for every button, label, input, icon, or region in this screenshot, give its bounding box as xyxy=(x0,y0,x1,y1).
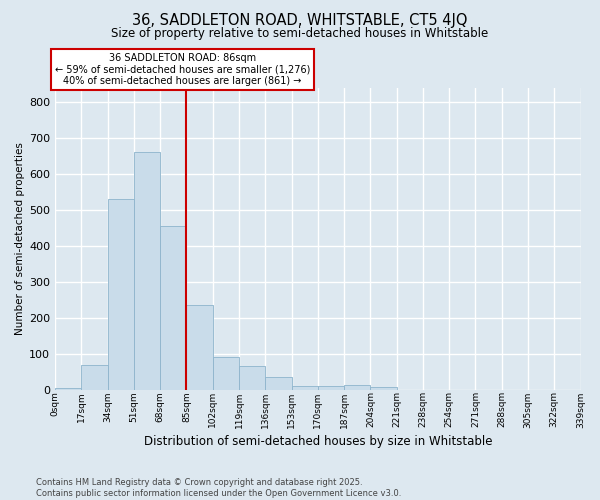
X-axis label: Distribution of semi-detached houses by size in Whitstable: Distribution of semi-detached houses by … xyxy=(143,434,492,448)
Text: Contains HM Land Registry data © Crown copyright and database right 2025.
Contai: Contains HM Land Registry data © Crown c… xyxy=(36,478,401,498)
Bar xyxy=(160,226,187,390)
Bar xyxy=(82,364,107,390)
Bar xyxy=(344,385,370,390)
Text: Size of property relative to semi-detached houses in Whitstable: Size of property relative to semi-detach… xyxy=(112,28,488,40)
Y-axis label: Number of semi-detached properties: Number of semi-detached properties xyxy=(15,142,25,335)
Bar xyxy=(107,199,134,390)
Text: 36 SADDLETON ROAD: 86sqm
← 59% of semi-detached houses are smaller (1,276)
40% o: 36 SADDLETON ROAD: 86sqm ← 59% of semi-d… xyxy=(55,53,310,86)
Bar xyxy=(213,358,239,390)
Bar xyxy=(265,377,292,390)
Bar xyxy=(134,152,160,390)
Bar xyxy=(239,366,265,390)
Bar xyxy=(55,388,82,390)
Bar xyxy=(370,388,397,390)
Bar xyxy=(187,306,213,390)
Bar xyxy=(292,386,318,390)
Bar xyxy=(318,386,344,390)
Text: 36, SADDLETON ROAD, WHITSTABLE, CT5 4JQ: 36, SADDLETON ROAD, WHITSTABLE, CT5 4JQ xyxy=(132,12,468,28)
